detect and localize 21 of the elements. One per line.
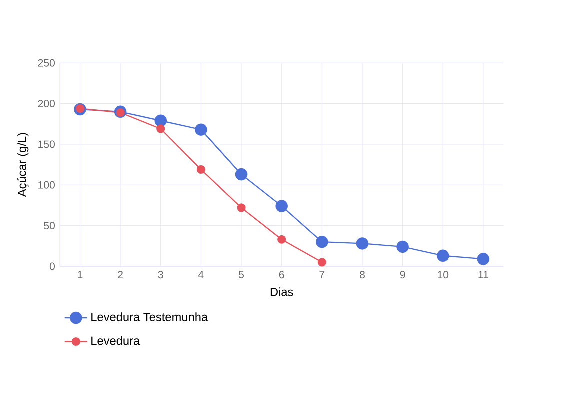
x-tick-label: 8 [360, 271, 365, 279]
legend-label: Levedura Testemunha [92, 312, 208, 322]
y-tick-label: 0 [50, 262, 55, 270]
x-tick-label: 10 [438, 271, 449, 279]
x-tick-label: 3 [158, 271, 164, 279]
y-axis-title: Açúcar (g/L) [17, 133, 29, 198]
x-tick-label: 9 [400, 271, 406, 279]
y-tick-label: 200 [38, 100, 55, 108]
x-tick-label: 6 [279, 271, 284, 279]
y-tick-label: 50 [44, 222, 55, 230]
x-tick-label: 7 [320, 271, 325, 278]
x-tick-label: 11 [478, 271, 488, 278]
x-tick-label: 1 [78, 271, 83, 278]
legend-label: Levedura [92, 336, 140, 346]
x-tick-label: 4 [198, 271, 204, 278]
y-tick-label: 250 [38, 59, 55, 67]
x-tick-label: 5 [238, 271, 244, 278]
y-tick-label: 100 [38, 181, 55, 189]
x-tick-label: 2 [118, 271, 123, 278]
x-axis-title: Dias [270, 288, 294, 296]
y-tick-label: 150 [38, 140, 55, 148]
